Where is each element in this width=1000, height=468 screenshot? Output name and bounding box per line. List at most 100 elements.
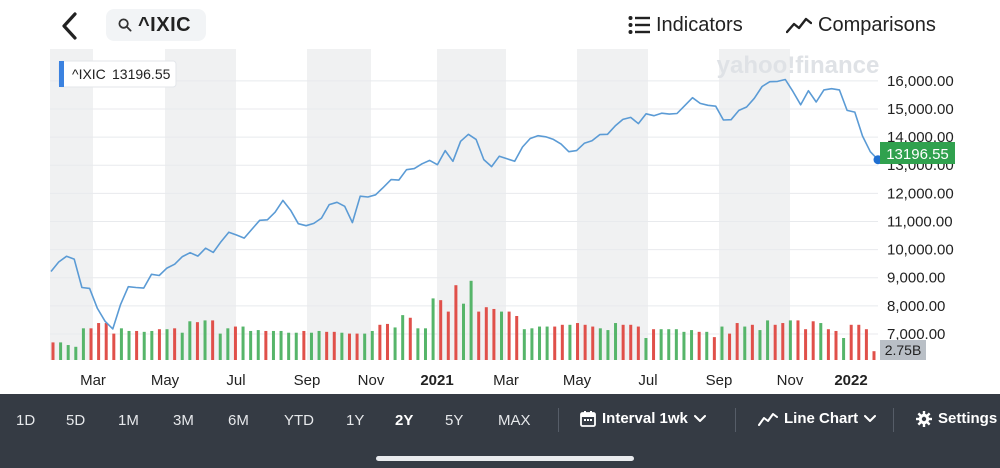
volume-bar [804, 329, 808, 360]
volume-bar [195, 322, 199, 360]
volume-label: 2.75B [885, 342, 922, 358]
chart-type-label: Line Chart [784, 410, 859, 427]
chart-type-button[interactable]: Line Chart [758, 410, 877, 427]
range-ytd-button[interactable]: YTD [284, 412, 314, 429]
volume-bar [545, 326, 549, 360]
volume-tag: 2.75B [880, 340, 926, 360]
range-1m-button[interactable]: 1M [118, 412, 139, 429]
range-1y-button[interactable]: 1Y [346, 412, 365, 429]
volume-bar [287, 332, 291, 360]
volume-bar [758, 330, 762, 360]
y-axis: 16,000.0015,000.0014,000.0013,000.0012,0… [887, 73, 954, 343]
range-5d-button[interactable]: 5D [66, 412, 86, 429]
volume-bar [788, 320, 792, 360]
volume-bar [652, 329, 656, 360]
volume-bar [766, 320, 770, 360]
price-line [50, 78, 879, 330]
x-tick-label: 2022 [834, 372, 867, 389]
volume-bar [522, 329, 526, 360]
comparisons-label: Comparisons [818, 13, 936, 36]
range-max-button[interactable]: MAX [498, 412, 531, 429]
volume-bar [659, 329, 663, 360]
volume-bar [378, 324, 382, 360]
volume-bar [712, 337, 716, 360]
range-2y-button[interactable]: 2Y [395, 412, 414, 429]
volume-bar [347, 333, 351, 360]
volume-bar [864, 329, 868, 360]
volume-bar [423, 328, 427, 360]
volume-bar [89, 328, 93, 360]
volume-bar [560, 324, 564, 360]
volume-bar [674, 329, 678, 360]
volume-bar [606, 330, 610, 360]
volume-bar [370, 330, 374, 360]
toolbar-divider [558, 408, 559, 432]
grid-band [577, 49, 648, 360]
volume-bar [256, 330, 260, 360]
grid-band [719, 49, 790, 360]
volume-bar [484, 307, 488, 360]
search-icon [118, 18, 132, 32]
gear-icon [916, 410, 932, 427]
range-1d-button[interactable]: 1D [16, 412, 36, 429]
volume-bar [142, 331, 146, 360]
y-tick-label: 9,000.00 [887, 270, 945, 287]
grid-bands [50, 49, 790, 360]
volume-bar [203, 320, 207, 360]
volume-bar [218, 333, 222, 360]
x-axis: Mar May Jul Sep Nov 2021 Mar May Jul Sep Nov 2022 [80, 372, 868, 389]
volume-bar [720, 326, 724, 360]
volume-bar [568, 324, 572, 360]
home-indicator [376, 456, 634, 461]
volume-bar [454, 285, 458, 360]
volume-bar [135, 330, 139, 360]
range-5y-button[interactable]: 5Y [445, 412, 464, 429]
volume-bar [735, 323, 739, 360]
last-price-tag: 13196.55 [880, 142, 955, 164]
price-chart[interactable]: yahoo!finance 16,000.00 15,000.00 14,000.0… [0, 44, 1000, 394]
y-tick-label: 12,000.00 [887, 185, 954, 202]
volume-bar [249, 330, 253, 360]
y-tick-label: 14,000.00 [887, 129, 954, 146]
y-tick-label: 7,000.00 [887, 326, 945, 343]
chevron-down-icon [864, 414, 877, 422]
volume-bar [408, 317, 412, 360]
volume-bar [104, 323, 108, 360]
grid-band [50, 49, 93, 360]
back-button[interactable] [52, 8, 88, 44]
settings-button[interactable]: Settings [916, 410, 997, 427]
volume-bar [165, 329, 169, 360]
grid-band [307, 49, 371, 360]
volume-bar [834, 330, 838, 360]
range-3m-button[interactable]: 3M [173, 412, 194, 429]
x-tick-label: Mar [80, 372, 106, 389]
volume-bar [226, 328, 230, 360]
search-box[interactable]: ^IXIC [106, 9, 206, 41]
volume-bar [819, 323, 823, 360]
interval-button[interactable]: Interval 1wk [580, 410, 706, 427]
last-price-label: 13196.55 [886, 146, 949, 163]
y-tick-label: 8,000.00 [887, 298, 945, 315]
volume-bar [576, 323, 580, 360]
volume-bar [743, 326, 747, 360]
y-tick-label: 16,000.00 [887, 73, 954, 90]
volume-bar [591, 326, 595, 360]
x-tick-label: Sep [294, 372, 321, 389]
x-tick-label: Sep [706, 372, 733, 389]
chevron-down-icon [693, 414, 706, 422]
comparisons-button[interactable]: Comparisons [786, 10, 936, 40]
volume-bar [462, 303, 465, 360]
volume-bar [188, 321, 192, 360]
interval-label: Interval 1wk [602, 410, 688, 427]
volume-bar [621, 324, 625, 360]
indicators-button[interactable]: Indicators [628, 10, 743, 40]
volume-bar [796, 320, 800, 360]
x-tick-label: 2021 [420, 372, 453, 389]
line-chart-icon [786, 17, 812, 34]
volume-bar [682, 331, 686, 360]
x-tick-label: Nov [358, 372, 385, 389]
toolbar-divider [735, 408, 736, 432]
range-6m-button[interactable]: 6M [228, 412, 249, 429]
toolbar-divider [893, 408, 894, 432]
volume-bar [97, 323, 101, 360]
